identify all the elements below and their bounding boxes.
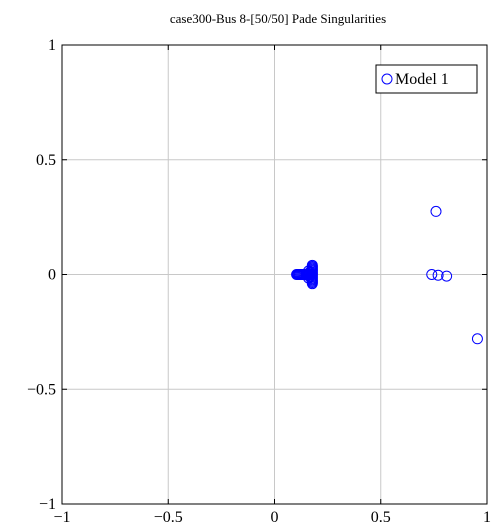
y-tick-label: −0.5 [27, 381, 56, 398]
legend: Model 1 [375, 64, 478, 94]
data-points [291, 205, 483, 345]
data-point [304, 266, 316, 278]
data-point [432, 269, 444, 281]
data-point [441, 270, 453, 282]
data-point [430, 205, 442, 217]
legend-box [375, 64, 478, 94]
y-tick-label: 0 [48, 267, 56, 284]
legend-marker [381, 73, 393, 85]
y-tick-label: 0.5 [36, 152, 56, 169]
data-point [303, 265, 314, 277]
data-point [306, 278, 318, 290]
x-tick-label: −1 [53, 509, 70, 526]
data-point [471, 333, 483, 345]
data-point [303, 272, 314, 284]
grid-lines [61, 44, 488, 505]
x-tick-label: −0.5 [154, 509, 183, 526]
chart-title: case300-Bus 8-[50/50] Pade Singularities [170, 11, 386, 26]
axis-ticks: −1 −0.5 0 0.5 1 −1 −0.5 0 0.5 1 [27, 37, 491, 526]
data-point [304, 271, 316, 283]
data-point [306, 259, 318, 271]
legend-label: Model 1 [395, 71, 449, 88]
x-tick-label: 0 [271, 509, 279, 526]
y-tick-label: 1 [48, 37, 56, 54]
y-tick-label: −1 [39, 496, 56, 513]
x-tick-label: 0.5 [371, 509, 391, 526]
x-tick-label: 1 [483, 509, 491, 526]
data-point [426, 269, 438, 280]
plot-frame [61, 44, 488, 505]
